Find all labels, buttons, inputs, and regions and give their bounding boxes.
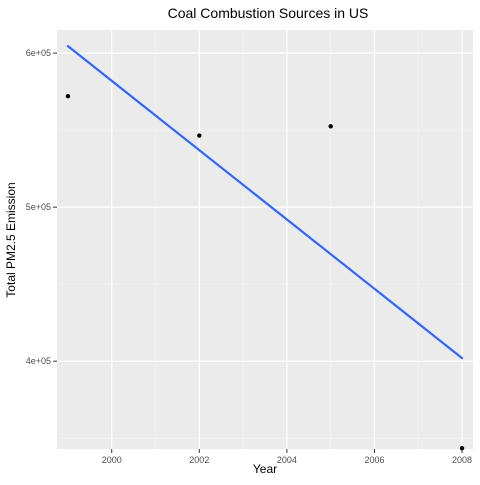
data-points	[65, 94, 465, 451]
data-point	[328, 124, 333, 129]
x-axis-label: Year	[253, 462, 277, 476]
grid-minor	[57, 30, 473, 449]
x-axis-ticks: 2000 2002 2004 2006 2008	[102, 449, 472, 465]
y-tick-label: 4e+05	[26, 356, 51, 366]
y-axis-ticks: 4e+05 5e+05 6e+05	[26, 48, 57, 366]
y-axis-label: Total PM2.5 Emission	[4, 182, 18, 297]
x-tick-label: 2000	[102, 455, 122, 465]
y-tick-label: 5e+05	[26, 202, 51, 212]
grid-major	[57, 30, 473, 449]
chart-title: Coal Combustion Sources in US	[168, 5, 369, 21]
x-tick-label: 2002	[189, 455, 209, 465]
x-tick-label: 2006	[364, 455, 384, 465]
y-tick-label: 6e+05	[26, 48, 51, 58]
x-tick-label: 2004	[277, 455, 297, 465]
data-point	[197, 133, 202, 138]
trend-line	[66, 45, 464, 360]
x-tick-label: 2008	[452, 455, 472, 465]
plot-panel	[57, 30, 473, 449]
data-point	[65, 94, 71, 99]
data-point	[459, 446, 465, 451]
